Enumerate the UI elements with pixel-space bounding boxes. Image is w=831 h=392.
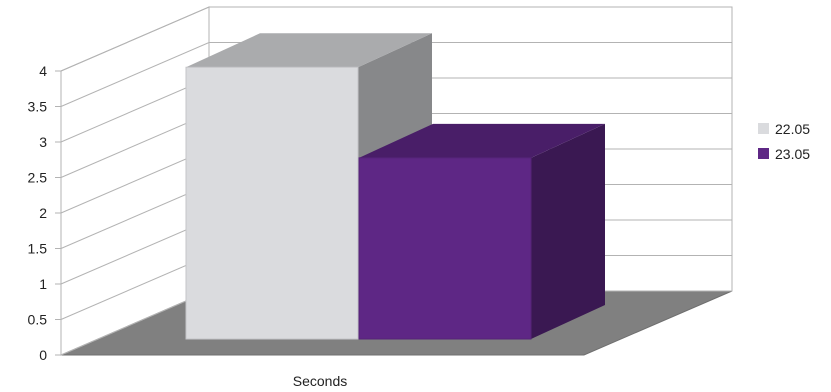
y-tick-label: 1 — [39, 276, 47, 292]
bar-side-face — [531, 123, 605, 339]
bar-top-face — [186, 33, 432, 68]
y-tick-label: 2 — [39, 205, 47, 221]
gridline — [60, 42, 732, 107]
y-tick-label: 0 — [39, 347, 47, 363]
y-tick-label: 1.5 — [28, 241, 48, 257]
legend-label: 22.05 — [775, 121, 810, 137]
y-tick-label: 4 — [39, 63, 47, 79]
x-category-label: Seconds — [293, 373, 347, 389]
bar-23-05 — [358, 123, 605, 340]
y-tick-label: 2.5 — [28, 170, 48, 186]
y-tick-label: 0.5 — [28, 312, 48, 328]
legend-label: 23.05 — [775, 146, 810, 162]
gridline — [60, 6, 732, 72]
legend-swatch — [758, 123, 769, 134]
legend-swatch — [758, 148, 769, 159]
y-tick-label: 3.5 — [28, 99, 48, 115]
bar-front-face — [185, 66, 359, 340]
bar-top-face — [359, 123, 605, 158]
y-tick-label: 3 — [39, 134, 47, 150]
bar-front-face — [358, 157, 532, 340]
